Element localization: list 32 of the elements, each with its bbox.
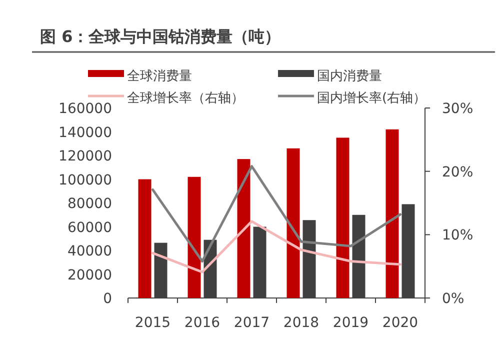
y2-tick-label: 0% — [442, 291, 464, 307]
bar — [188, 176, 201, 298]
x-tick-label: 2016 — [184, 315, 220, 331]
bar — [286, 148, 300, 298]
chart-title: 图 6：全球与中国钴消费量（吨） — [40, 27, 281, 46]
x-tick-label: 2019 — [332, 315, 369, 331]
bar — [237, 159, 250, 298]
line-series — [152, 165, 402, 263]
x-tick-label: 2017 — [234, 315, 270, 331]
y-tick-label: 140000 — [58, 124, 112, 141]
y-tick-label: 60000 — [67, 220, 112, 236]
y-tick-label: 100000 — [58, 172, 112, 188]
line-series — [152, 220, 402, 274]
y-tick-label: 80000 — [67, 196, 112, 212]
bar — [138, 179, 152, 298]
y-tick-label: 40000 — [67, 244, 112, 260]
y2-tick-label: 20% — [442, 164, 474, 180]
x-tick-label: 2018 — [283, 315, 320, 331]
y-tick-label: 160000 — [58, 101, 112, 117]
x-tick-label: 2015 — [134, 315, 171, 331]
legend-label: 国内消费量 — [317, 69, 382, 84]
x-tick-label: 2020 — [382, 315, 418, 331]
legend-label: 全球增长率（右轴） — [127, 90, 244, 106]
y-tick-label: 0 — [103, 291, 112, 307]
y-tick-label: 120000 — [58, 148, 112, 164]
bar — [386, 129, 399, 298]
y2-tick-label: 10% — [442, 228, 474, 244]
bar — [336, 138, 350, 298]
y-tick-label: 20000 — [67, 267, 112, 284]
legend-label: 全球消费量 — [127, 69, 192, 84]
y2-tick-label: 30% — [442, 101, 474, 117]
legend-label: 国内增长率(右轴） — [317, 90, 426, 106]
